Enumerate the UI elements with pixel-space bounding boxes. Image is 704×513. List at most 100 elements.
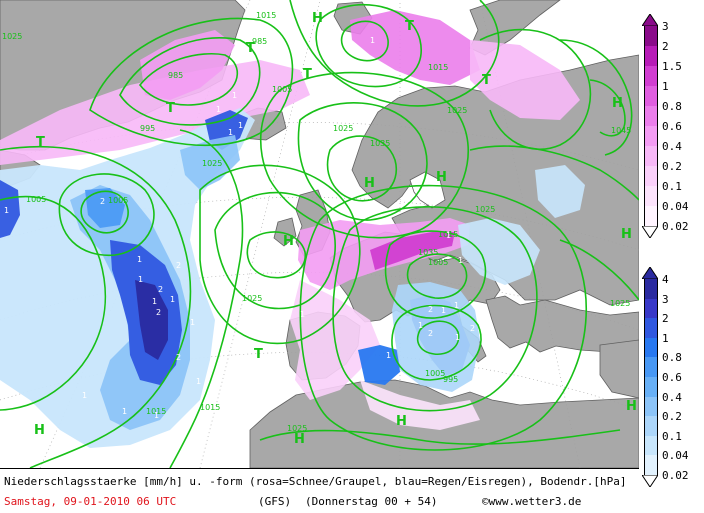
isobar-russia-1035 [559,39,633,156]
isobar-1035-high [246,231,306,279]
scale-band [644,396,658,417]
isobar-label: 1005 [425,369,445,378]
high-center: H [312,11,323,26]
isobar-1005-west [0,195,106,411]
map-footer: Niederschlagsstaerke [mm/h] u. -form (ro… [0,468,639,513]
precip-label: 1 [216,105,221,114]
isobar-label: 1025 [287,424,307,433]
precip-label: 1 [190,318,195,327]
precip-label: 2 [470,324,475,333]
precip-label: 1 [441,306,446,315]
rain-area-labrador [0,180,20,238]
rain-area-atlantic-core [135,280,168,360]
isobar-north-sea [259,71,470,239]
scale-band [644,455,658,475]
isobar-label: 1025 [333,124,353,133]
low-center: T [405,19,414,34]
isobar-label: 1035 [370,139,390,148]
low-center: T [482,73,491,88]
precip-label: 2 [100,197,105,206]
scale-tick-label: 2 [662,312,669,326]
scale-band [644,86,658,106]
precip-label: 1 [82,391,87,400]
scale-band [644,106,658,126]
isobar-label: 995 [443,375,458,384]
scale-tick-label: 0.04 [662,200,689,213]
scale-tick-label: 0.8 [662,351,682,365]
isobar-east-1025 [559,239,639,301]
isobar-label: 1015 [428,63,448,72]
scale-tick-label: 0.6 [662,371,682,384]
precip-label: 2 [158,285,163,294]
scale-tick-label: 0.2 [662,410,682,424]
high-center: H [294,432,305,447]
low-center: T [36,135,45,150]
precip-label: 1 [170,295,175,304]
scale-band [644,186,658,206]
novaya-zemlya [469,0,561,56]
high-center: H [436,170,447,185]
isobar-label: 1015 [438,230,458,239]
scale-tick-label: 0.04 [662,449,689,463]
precip-labels: 1 1 2 1 1 2 2 1 2 1 1 2 1 1 1 1 1 2 1 1 [4,36,475,420]
scale-band [644,279,658,299]
precip-label: 1 [386,351,391,360]
isobar-barents-1015 [289,0,500,107]
isobar-europe-1025 [299,184,588,451]
precip-label: 1 [370,36,375,45]
isobar-label: 1025 [242,294,262,303]
scale-band [644,126,658,146]
isobar-985 [138,53,239,106]
isobar-995 [119,36,261,126]
ireland [273,217,297,247]
isobar-1015-high [199,164,361,345]
scale-band [644,46,658,66]
high-center: H [34,423,45,438]
precip-label: 1 [152,297,157,306]
isobar-label: 1015 [146,407,166,416]
pressure-centers: T T T T T T T H H H H H H H H H H [34,11,637,447]
precip-label: 1 [446,231,451,240]
isobar-scandinavia-high-2 [297,102,428,221]
isobar-label: 1025 [447,106,467,115]
isobar-europe-1015 [332,206,538,412]
rain-area-balkans [458,218,540,285]
precip-label: 1 [418,321,423,330]
scale-band [644,26,658,46]
isobar-label: 1025 [202,159,222,168]
valid-date: Samstag, 09-01-2010 06 UTC [4,495,177,508]
scale-band [644,206,658,226]
isobar-1015-west [0,145,192,468]
snow-area-mediterranean [360,380,480,430]
isobar-russia-east [469,145,639,201]
scale-arrow-down-icon [642,226,658,238]
scale-tick-label: 0.2 [662,160,682,173]
scale-band [644,66,658,86]
isobar-russia-1025 [479,28,592,151]
map-description: Niederschlagsstaerke [mm/h] u. -form (ro… [4,475,627,488]
isobar-label: 1005 [272,85,292,94]
scale-band [644,416,658,436]
precip-label: 1 [196,377,201,386]
model-name: (GFS) [258,495,292,508]
isobar-labels: 1015 985 995 1005 1015 1025 1025 1035 10… [2,11,631,433]
scale-band [644,318,658,338]
isobar-label: 1025 [2,32,22,41]
isobar-africa [259,429,621,445]
scale-arrow-up-icon [642,14,658,26]
precip-label: 1 [458,256,463,265]
low-center: T [254,347,263,362]
isobar-label: 1025 [475,205,495,214]
isobar-label: 985 [168,71,183,80]
isobar-russia-1045 [589,79,626,137]
isobar-1025-atlantic [169,129,244,468]
isobar-barents-1005 [315,3,422,88]
isobar-label: 1005 [26,195,46,204]
snow-area-arctic [140,30,235,100]
isobar-label: 1035 [418,248,438,257]
snow-area-russia [470,40,580,120]
precip-label: 1 [122,407,127,416]
scale-tick-label: 0.4 [662,390,682,404]
copyright: ©www.wetter3.de [482,495,582,508]
